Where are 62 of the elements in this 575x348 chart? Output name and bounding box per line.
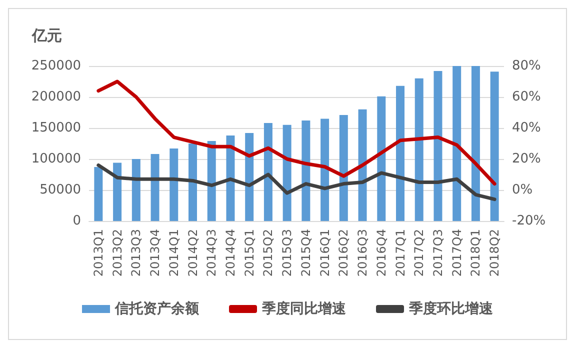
bar [170,148,178,221]
bar [132,159,140,221]
legend-label: 季度同比增速 [261,300,347,317]
x-tick-label: 2013Q1 [91,229,106,277]
bar [207,141,216,221]
x-tick-label: 2017Q1 [393,229,408,277]
x-tick-label: 2015Q3 [280,229,294,277]
x-tick-label: 2016Q4 [374,229,388,277]
y2-tick-label: 80% [512,58,541,74]
y2-tick-label: -20% [512,214,546,228]
bar [490,72,499,221]
legend-label: 信托资产余额 [114,300,200,317]
x-tick-label: 2017Q4 [450,229,464,277]
x-tick-label: 2015Q2 [261,229,276,277]
bar [188,144,197,221]
x-tick-label: 2014Q1 [166,229,181,277]
bar [320,118,330,221]
y2-tick-label: 20% [512,152,541,166]
bar [434,70,442,221]
x-tick-label: 2017Q3 [430,229,445,277]
legend-label: 季度环比增速 [408,300,494,317]
y-axis-title: 亿元 [31,26,62,44]
x-tick-label: 2014Q2 [186,229,200,277]
bar [414,78,424,221]
y-tick-label: 100000 [31,152,81,166]
x-tick-label: 2015Q4 [298,229,313,277]
y-tick-label: 150000 [31,120,81,136]
x-tick-label: 2016Q2 [336,229,351,277]
y2-tick-label: 40% [512,120,541,136]
bar [471,66,480,221]
x-tick-label: 2016Q3 [356,229,370,277]
x-tick-label: 2014Q4 [223,229,238,277]
x-tick-label: 2017Q2 [412,229,426,277]
bar [358,109,367,221]
line-series [96,163,496,202]
x-tick-label: 2018Q2 [488,229,502,277]
y2-tick-label: 60% [512,90,541,104]
bar [452,66,462,221]
bar [282,124,292,221]
bar [264,123,272,221]
x-tick-label: 2015Q1 [242,229,256,277]
y-tick-label: 50000 [40,182,81,198]
bar [302,120,310,221]
line-series [96,80,496,186]
y2-tick-label: 0% [512,182,533,198]
x-tick-label: 2013Q4 [148,229,162,277]
x-tick-label: 2016Q1 [318,229,332,277]
bar [245,132,254,221]
bar [150,154,160,221]
x-tick-label: 2013Q2 [110,229,124,277]
bar [226,135,235,221]
bar [113,162,122,221]
y-tick-label: 0 [72,214,81,228]
x-tick-label: 2013Q3 [129,229,144,277]
x-tick-label: 2018Q1 [468,229,483,277]
y-tick-label: 200000 [31,90,81,104]
bar [396,86,404,221]
x-tick-label: 2014Q3 [204,229,219,277]
bar [339,114,348,221]
bar [94,167,103,221]
bar [377,96,386,221]
y-tick-label: 250000 [31,58,81,74]
